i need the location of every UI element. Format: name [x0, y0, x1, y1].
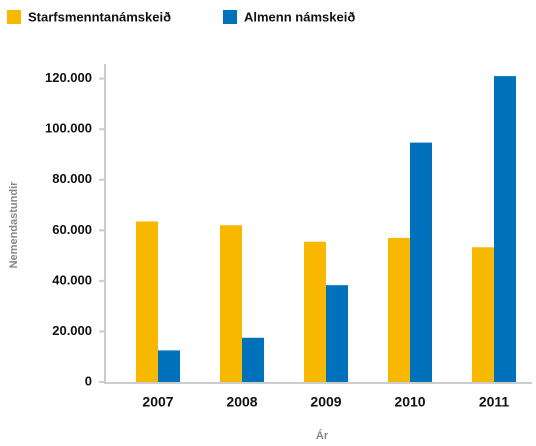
bar [136, 221, 158, 382]
bar [494, 76, 516, 382]
bar [158, 350, 180, 382]
y-axis-title: Nemendastundir [8, 181, 20, 269]
bar [326, 285, 348, 382]
y-tick-label: 120.000 [45, 70, 92, 85]
legend-swatch [223, 10, 237, 24]
y-tick-label: 20.000 [52, 323, 92, 338]
y-tick-label: 60.000 [52, 222, 92, 237]
bar [388, 237, 410, 382]
bar [472, 247, 494, 382]
bar [242, 337, 264, 382]
y-tick-label: 40.000 [52, 272, 92, 287]
y-tick-label: 80.000 [52, 171, 92, 186]
legend-swatch [7, 10, 21, 24]
bar [410, 142, 432, 382]
x-tick-label: 2010 [394, 394, 425, 410]
y-tick-label: 0 [85, 373, 92, 388]
x-tick-label: 2007 [142, 394, 173, 410]
bar [220, 225, 242, 382]
x-tick-label: 2011 [479, 394, 510, 410]
bar [304, 241, 326, 382]
x-tick-label: 2009 [310, 394, 341, 410]
y-tick-label: 100.000 [45, 121, 92, 136]
legend-label: Almenn námskeið [244, 9, 355, 24]
x-axis-title: Ár [316, 429, 329, 442]
legend-label: Starfsmenntanámskeið [28, 9, 171, 24]
x-tick-label: 2008 [226, 394, 257, 410]
